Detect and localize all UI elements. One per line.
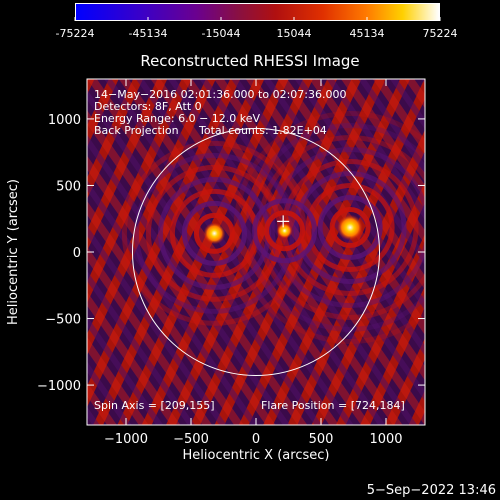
annotation-total-counts: Total counts: 1.82E+04 [198, 124, 327, 137]
colorbar-tick-label: 45134 [349, 27, 384, 40]
fringe-ring [317, 195, 383, 261]
colorbar-axis: -75224 -45134 -15044 15044 45134 75224 [56, 17, 458, 40]
colorbar [75, 3, 440, 21]
y-tick-label: 0 [73, 246, 81, 261]
annotation-flare-position: Flare Position = [724,184] [261, 399, 405, 412]
fringe-ring [252, 198, 318, 264]
fringe-ring [269, 147, 425, 308]
colorbar-tick-label: -75224 [56, 27, 95, 40]
spin-axis-marker [277, 215, 290, 228]
fringe-ring [264, 210, 306, 252]
source-spot [203, 222, 226, 245]
plot-title: Reconstructed RHESSI Image [140, 52, 360, 70]
source-spot [276, 222, 293, 239]
footer-date: 5−Sep−2022 13:46 [366, 483, 496, 498]
y-tick-label: −1000 [37, 379, 81, 394]
fringe-ring [245, 123, 425, 332]
annotation-spin-axis: Spin Axis = [209,155] [94, 399, 215, 412]
fringe-ring [193, 212, 235, 254]
x-tick-label: −500 [173, 432, 209, 447]
fringe-ring [329, 207, 371, 249]
x-axis-label: Heliocentric X (arcsec) [183, 448, 330, 463]
x-tick-label: 500 [309, 432, 334, 447]
colorbar-tick-label: 75224 [423, 27, 458, 40]
annotation-method: Back Projection [94, 124, 179, 137]
colorbar-tick-label: -45134 [129, 27, 168, 40]
fringe-ring [233, 111, 425, 344]
y-tick-label: 1000 [48, 113, 81, 128]
fringe-ring [257, 135, 425, 320]
y-tick-label: 500 [56, 179, 81, 194]
x-tick-label: 0 [252, 432, 260, 447]
y-axis-label: Heliocentric Y (arcsec) [6, 179, 21, 325]
y-tick-label: −500 [45, 313, 81, 328]
fringe-ring [293, 171, 407, 285]
x-tick-label: −1000 [104, 432, 148, 447]
annotation-time-range: 14−May−2016 02:01:36.000 to 02:07:36.000 [94, 88, 347, 101]
fringe-ring [305, 183, 395, 273]
annotation-detectors: Detectors: 8F, Att 0 [94, 100, 202, 113]
x-tick-label: 1000 [369, 432, 402, 447]
fringe-ring [133, 152, 295, 314]
colorbar-tick-label: -15044 [202, 27, 241, 40]
colorbar-tick-label: 15044 [276, 27, 311, 40]
fringe-ring [181, 200, 247, 266]
solar-limb [132, 128, 380, 376]
source-spot [337, 214, 364, 241]
annotation-energy-range: Energy Range: 6.0 − 12.0 keV [94, 112, 261, 125]
